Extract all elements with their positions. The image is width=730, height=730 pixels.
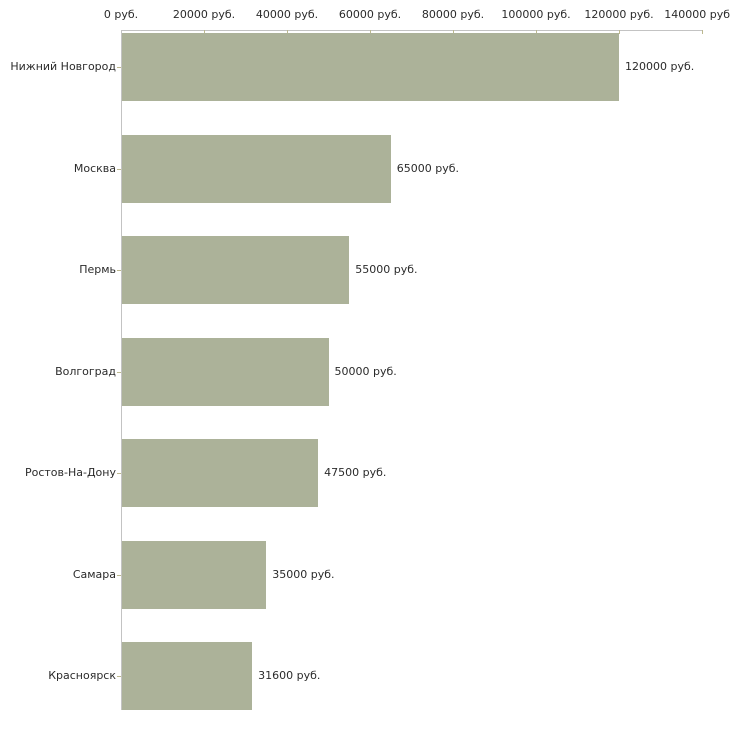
x-axis-tick-mark	[370, 30, 371, 34]
x-axis-line	[121, 30, 703, 31]
x-axis-tick-label: 40000 руб.	[255, 8, 319, 21]
bar-value-label: 50000 руб.	[334, 364, 397, 378]
bar	[122, 642, 253, 711]
bar-value-label: 65000 руб.	[396, 161, 460, 175]
x-axis-tick-label: 120000 руб.	[584, 8, 654, 21]
bar-value-label: 120000 руб.	[625, 60, 695, 73]
x-axis-tick-label: 60000 руб.	[338, 8, 402, 21]
x-axis-tick-mark	[287, 30, 288, 34]
category-label: Пермь	[79, 263, 116, 277]
category-label: Москва	[73, 161, 116, 175]
bar	[122, 134, 391, 203]
category-label: Ростов-На-Дону	[24, 466, 116, 480]
category-tick-mark	[117, 676, 121, 678]
bar-value-label: 47500 руб.	[324, 466, 387, 480]
x-axis-tick-label: 0 руб.	[103, 8, 139, 21]
category-label: Волгоград	[55, 364, 116, 378]
x-axis-tick-mark	[453, 30, 454, 34]
bar	[122, 540, 267, 609]
category-label: Нижний Новгород	[10, 60, 116, 73]
x-axis-tick-mark	[536, 30, 537, 34]
bar-value-label: 31600 руб.	[258, 669, 321, 683]
x-axis-tick-mark	[619, 30, 620, 34]
category-label: Красноярск	[48, 669, 116, 683]
category-tick-mark	[117, 371, 121, 373]
bar	[122, 236, 350, 305]
bar-value-label: 35000 руб.	[272, 567, 335, 581]
x-axis-tick-label: 80000 руб.	[421, 8, 485, 21]
category-label: Самара	[72, 567, 116, 581]
category-tick-mark	[117, 67, 121, 68]
bar	[122, 33, 619, 101]
x-axis-tick-label: 100000 руб.	[501, 8, 571, 21]
x-axis-tick-mark	[204, 30, 205, 34]
y-axis-line	[121, 30, 122, 710]
bar	[122, 439, 319, 508]
category-tick-mark	[117, 270, 121, 272]
bar-value-label: 55000 руб.	[355, 263, 418, 277]
category-tick-mark	[117, 574, 121, 576]
category-tick-mark	[117, 473, 121, 475]
bar	[122, 337, 329, 406]
x-axis-tick-mark	[702, 30, 703, 34]
x-axis-tick-label: 140000 руб	[664, 8, 730, 21]
x-axis-tick-label: 20000 руб.	[172, 8, 236, 21]
category-tick-mark	[117, 168, 121, 170]
